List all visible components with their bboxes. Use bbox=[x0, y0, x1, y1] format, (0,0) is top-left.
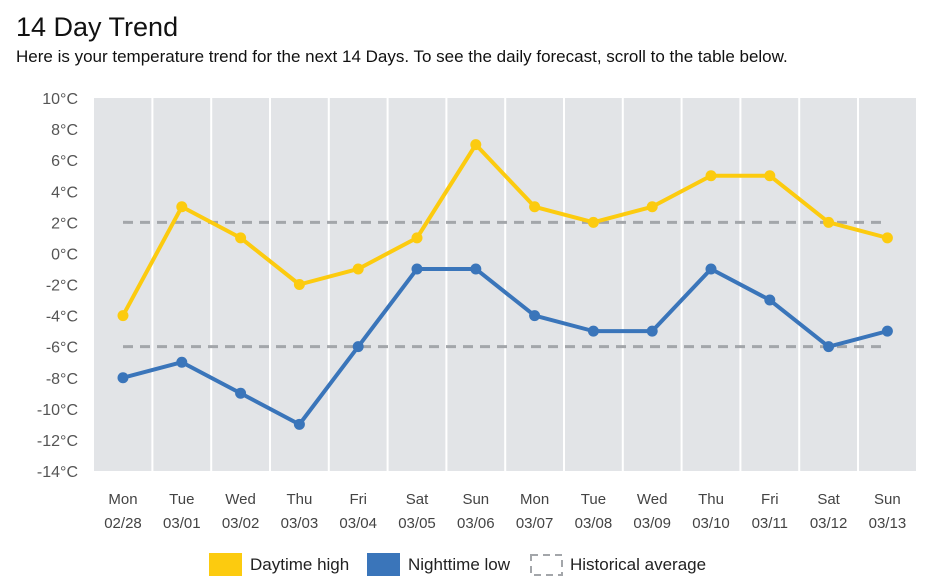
x-tick-date: 03/05 bbox=[398, 515, 436, 532]
x-tick-day: Thu bbox=[286, 491, 312, 508]
x-tick-date: 03/08 bbox=[575, 515, 613, 532]
daytime-high-point bbox=[293, 279, 305, 290]
y-tick-label: -6°C bbox=[46, 340, 78, 357]
daytime-high-point bbox=[646, 201, 658, 213]
nighttime-low-point bbox=[764, 294, 776, 306]
x-tick-day: Mon bbox=[520, 491, 549, 508]
nighttime-low-point bbox=[176, 356, 188, 368]
x-tick-date: 03/02 bbox=[222, 515, 260, 532]
legend-label-average: Historical average bbox=[570, 555, 706, 574]
y-tick-label: -10°C bbox=[37, 402, 78, 419]
x-tick-date: 03/13 bbox=[869, 515, 907, 532]
y-tick-label: -4°C bbox=[46, 309, 78, 326]
x-tick-date: 03/04 bbox=[339, 515, 377, 532]
nighttime-low-point bbox=[881, 325, 893, 337]
nighttime-low-point bbox=[587, 325, 599, 337]
daytime-high-point bbox=[705, 170, 717, 182]
x-tick-day: Fri bbox=[761, 491, 779, 508]
legend-label-daytime: Daytime high bbox=[250, 555, 349, 574]
legend-swatch-nighttime bbox=[367, 553, 400, 576]
legend-label-nighttime: Nighttime low bbox=[408, 555, 511, 574]
x-tick-date: 03/01 bbox=[163, 515, 201, 532]
nighttime-low-point bbox=[293, 418, 305, 430]
x-tick-date: 03/09 bbox=[633, 515, 671, 532]
daytime-high-point bbox=[764, 170, 776, 182]
y-tick-label: -14°C bbox=[37, 464, 78, 481]
x-tick-date: 03/06 bbox=[457, 515, 495, 532]
x-tick-date: 03/12 bbox=[810, 515, 848, 532]
daytime-high-point bbox=[881, 232, 893, 244]
nighttime-low-point bbox=[235, 387, 247, 399]
nighttime-low-point bbox=[823, 341, 835, 353]
y-tick-label: -8°C bbox=[46, 371, 78, 388]
daytime-high-point bbox=[411, 232, 423, 244]
y-tick-label: 8°C bbox=[51, 122, 78, 139]
daytime-high-point bbox=[352, 263, 364, 275]
daytime-high-point bbox=[117, 310, 129, 322]
x-tick-day: Wed bbox=[637, 491, 668, 508]
chart-title: 14 Day Trend bbox=[16, 12, 179, 42]
y-tick-label: 6°C bbox=[51, 153, 78, 170]
x-tick-day: Sun bbox=[874, 491, 901, 508]
x-tick-day: Sat bbox=[817, 491, 840, 508]
y-tick-label: 0°C bbox=[51, 246, 78, 263]
x-tick-day: Sun bbox=[462, 491, 489, 508]
x-tick-day: Thu bbox=[698, 491, 724, 508]
x-tick-date: 03/10 bbox=[692, 515, 730, 532]
daytime-high-line bbox=[121, 142, 888, 317]
nighttime-low-point bbox=[411, 263, 423, 275]
nighttime-low-point bbox=[705, 263, 717, 275]
x-tick-day: Sat bbox=[406, 491, 429, 508]
nighttime-low-point bbox=[470, 263, 482, 275]
daytime-high-point bbox=[823, 216, 835, 228]
nighttime-low-point bbox=[117, 372, 129, 384]
chart-subtitle: Here is your temperature trend for the n… bbox=[16, 47, 788, 66]
nighttime-low-point bbox=[529, 310, 541, 322]
legend-swatch-daytime bbox=[209, 553, 242, 576]
daytime-high-point bbox=[176, 201, 188, 213]
y-tick-label: 10°C bbox=[42, 91, 78, 108]
x-tick-day: Tue bbox=[169, 491, 194, 508]
y-tick-label: 4°C bbox=[51, 184, 78, 201]
x-tick-date: 03/07 bbox=[516, 515, 554, 532]
x-tick-date: 03/03 bbox=[281, 515, 319, 532]
nighttime-low-point bbox=[352, 341, 364, 353]
y-tick-label: 2°C bbox=[51, 215, 78, 232]
daytime-high-point bbox=[529, 201, 541, 213]
x-tick-date: 03/11 bbox=[752, 515, 788, 532]
daytime-high-point bbox=[235, 232, 247, 244]
daytime-high-point bbox=[587, 216, 599, 228]
nighttime-low-line bbox=[122, 266, 888, 427]
x-tick-day: Wed bbox=[225, 491, 256, 508]
nighttime-low-point bbox=[646, 325, 658, 337]
y-tick-label: -12°C bbox=[37, 433, 78, 450]
daytime-high-point bbox=[470, 139, 482, 151]
x-tick-day: Fri bbox=[349, 491, 367, 508]
y-tick-label: -2°C bbox=[46, 278, 78, 295]
x-tick-day: Mon bbox=[108, 491, 137, 508]
x-tick-date: 02/28 bbox=[104, 515, 142, 532]
legend-swatch-average bbox=[530, 554, 563, 576]
x-tick-day: Tue bbox=[581, 491, 606, 508]
